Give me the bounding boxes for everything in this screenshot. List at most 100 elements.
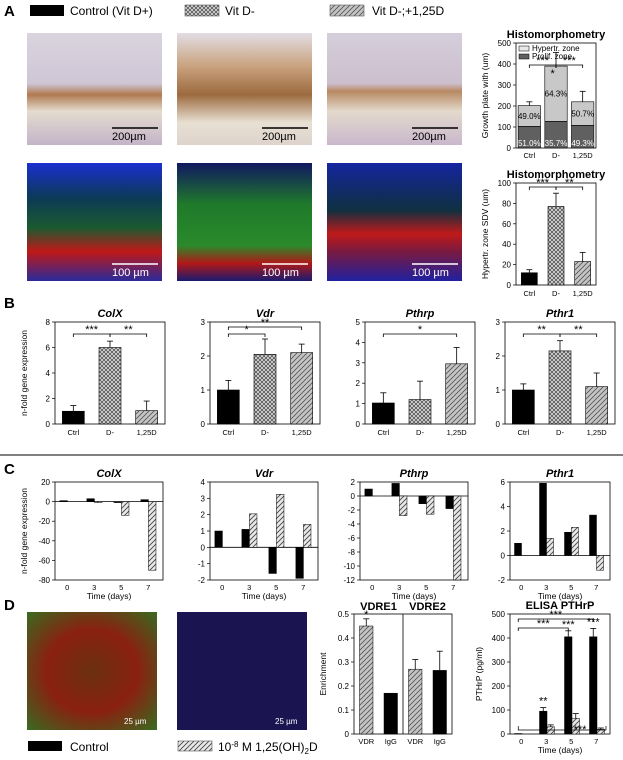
- scalebar-fluor-2: 100 µm: [262, 267, 299, 279]
- ihc-images: 200µm 200µm 200µm: [27, 33, 462, 145]
- chart-title: Vdr: [255, 468, 274, 480]
- y-tick-label: 4: [46, 369, 51, 378]
- bar-treated: [546, 538, 554, 556]
- significance-label: ***: [85, 324, 99, 336]
- significance-label: **: [565, 177, 574, 189]
- bar-vdr: [359, 625, 374, 735]
- bar-control: [445, 495, 454, 509]
- legend-swatch-control: [30, 5, 64, 16]
- y-tick-label: -4: [348, 520, 356, 529]
- bar-treated: [426, 495, 435, 515]
- x-axis-label: Time (days): [538, 591, 583, 601]
- significance-label: ***: [587, 616, 601, 628]
- y-axis-label: Enrichment: [318, 652, 328, 696]
- category-label: D-: [556, 428, 564, 437]
- category-label: Ctrl: [67, 428, 79, 437]
- fluor-image-treat: [327, 163, 462, 281]
- category-label: IgG: [385, 737, 397, 746]
- bar-control: [241, 529, 250, 548]
- significance-bracket: [555, 64, 584, 68]
- bar-control: [113, 501, 122, 503]
- y-tick-label: -2: [498, 576, 506, 585]
- bar-control: [418, 495, 427, 504]
- category-label: 0: [65, 583, 69, 592]
- significance-bracket: [382, 333, 458, 337]
- category-label: 5: [274, 583, 278, 592]
- bar-control: [59, 500, 68, 502]
- bar-treated: [94, 501, 103, 503]
- legend-label-control-b: Control: [70, 740, 109, 754]
- y-tick-label: 0: [496, 420, 501, 429]
- y-tick-label: -80: [38, 576, 50, 585]
- pct-label-prolif: 35.7%: [545, 139, 568, 148]
- y-tick-label: -40: [38, 537, 50, 546]
- y-tick-label: 3: [201, 494, 206, 503]
- y-tick-label: -10: [343, 562, 355, 571]
- panel-label-b: B: [4, 295, 15, 312]
- bar-igg: [432, 670, 447, 735]
- legend-label-treat-b: 10-8 M 1,25(OH)2D: [218, 740, 318, 756]
- bar-control: [514, 543, 522, 556]
- plot-frame-c1: [54, 481, 164, 581]
- y-tick-label: 400: [492, 634, 506, 643]
- bar-control: [564, 531, 572, 556]
- chart-title: Histomorphometry: [507, 169, 606, 181]
- chart-title: ELISA PTHrP: [526, 600, 595, 612]
- bar-treated: [571, 527, 579, 556]
- legend-bottom: Control 10-8 M 1,25(OH)2D: [28, 740, 318, 756]
- significance-label: *: [245, 324, 250, 336]
- significance-label: *: [418, 324, 423, 336]
- significance-label: *: [551, 68, 556, 80]
- category-label: 5: [119, 583, 123, 592]
- category-label: 0: [220, 583, 224, 592]
- y-tick-label: 4: [201, 478, 206, 487]
- y-tick-label: 0: [201, 543, 206, 552]
- y-tick-label: 5: [356, 318, 361, 327]
- chart-d2: 0 100 200 300 400 500 ELISA PTHrP PTHrP (pg/ml)…: [474, 600, 611, 755]
- scalebar-fluor-3: 100 µm: [412, 267, 449, 279]
- y-tick-label: 1: [356, 400, 361, 409]
- chart-title: Pthr1: [546, 308, 574, 320]
- category-label: 5: [424, 583, 428, 592]
- legend-swatch-vitd: [184, 4, 220, 17]
- group-title: VDRE2: [409, 601, 446, 613]
- bar-d: [408, 399, 432, 425]
- significance-label: **: [537, 324, 546, 336]
- y-tick-label: 1: [201, 386, 206, 395]
- y-tick-label: 500: [492, 610, 506, 619]
- y-tick-label: 0.4: [338, 634, 350, 643]
- category-label: 7: [451, 583, 455, 592]
- category-label: 1,25D: [573, 151, 594, 160]
- chart-c1: 20 0 -20 -40 -60 -80 ColX n-fold gene expressio…: [19, 468, 164, 601]
- bar-treated: [399, 495, 408, 516]
- y-tick-label: 8: [46, 318, 51, 327]
- y-axis-label: Growth plate with (um): [480, 53, 490, 139]
- y-tick-label: 20: [41, 478, 50, 487]
- y-tick-label: 2: [201, 511, 206, 520]
- ihc-image-vitd: [177, 33, 312, 145]
- category-label: 3: [544, 583, 548, 592]
- bar-treated: [276, 494, 285, 548]
- category-label: D-: [416, 428, 424, 437]
- d-image-staining: [27, 612, 157, 730]
- category-label: 1,25D: [587, 428, 608, 437]
- category-label: 1,25D: [573, 289, 594, 298]
- category-label: 0: [370, 583, 374, 592]
- y-tick-label: 0.5: [338, 610, 350, 619]
- bar-d: [548, 350, 572, 425]
- legend-label-treat: Vit D-;+1,25D: [372, 4, 444, 18]
- significance-bracket: [109, 333, 148, 337]
- category-label: 1,25D: [137, 428, 158, 437]
- y-tick-label: 0: [501, 730, 506, 739]
- category-label: 1,25D: [447, 428, 468, 437]
- y-tick-label: 0.2: [338, 682, 350, 691]
- bar-125d: [135, 410, 158, 425]
- category-label: D-: [261, 428, 269, 437]
- y-tick-label: 100: [498, 179, 512, 188]
- category-label: 3: [92, 583, 96, 592]
- significance-label: **: [124, 324, 133, 336]
- chart-title: Vdr: [256, 308, 275, 320]
- chart-title: ColX: [97, 308, 123, 320]
